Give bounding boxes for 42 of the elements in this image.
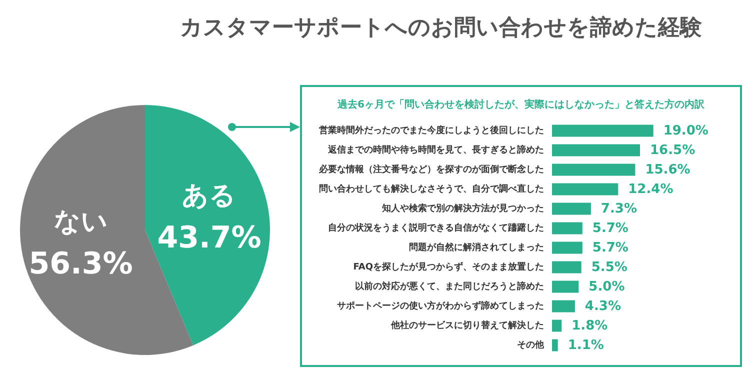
y-tick-label: 自分の状況をうまく説明できる自信がなくて躊躇した [328,222,544,234]
data-label: 15.6% [645,162,690,178]
slice-label: ある [182,181,236,212]
data-label: 43.7% [157,220,262,256]
y-tick-label: 以前の対応が悪くて、また同じだろうと諦めた [355,280,544,292]
data-label: 12.4% [628,182,674,197]
data-label: 5.7% [592,240,628,256]
chart-title: 過去6ヶ月で「問い合わせを検討したが、実際にはしなかった」と答えた方の内訳 [336,98,706,110]
y-tick-label: 営業時間外だったのでまた今度にしようと後回しにした [319,124,544,136]
y-tick-label: 返信までの時間や待ち時間を見て、長すぎると諦めた [327,144,544,156]
bar [552,300,575,312]
y-tick-label: サポートページの使い方がわからず諦めてしまった [337,300,544,312]
y-tick-label: 問い合わせしても解決しなさそうで、自分で調べ直した [319,183,544,194]
data-label: 7.3% [600,201,637,216]
bar [552,144,640,156]
bar [552,320,562,332]
data-label: 4.3% [584,298,621,314]
y-tick-label: 知人や検索で別の解決方法が見つかった [381,202,544,214]
y-tick-label: 必要な情報（注文番号など）を探すのが面倒で断念した [318,164,544,175]
slice-label: ない [54,206,108,237]
bar [552,261,582,274]
data-label: 5.0% [588,279,625,294]
bar [552,222,582,234]
data-label: 5.5% [591,260,628,275]
y-tick-label: その他 [517,339,545,350]
bar [552,183,618,196]
bar [552,202,591,215]
bar [552,242,582,254]
data-label: 16.5% [650,142,696,158]
bar [552,280,579,293]
bar [552,164,636,176]
bar [552,339,558,352]
data-label: 5.7% [592,220,628,236]
data-label: 19.0% [663,123,708,138]
data-label: 1.1% [568,338,604,353]
y-tick-label: 問題が自然に解消されてしまった [409,242,544,253]
data-label: 56.3% [28,246,133,282]
data-label: 1.8% [572,318,608,334]
y-tick-label: FAQを探したが見つからず、そのまま放置した [353,261,544,272]
text: カスタマーサポートへのお問い合わせを諦めた経験 [180,14,703,40]
bar [552,124,654,137]
y-tick-label: 他社のサービスに切り替えて解決した [390,320,544,331]
